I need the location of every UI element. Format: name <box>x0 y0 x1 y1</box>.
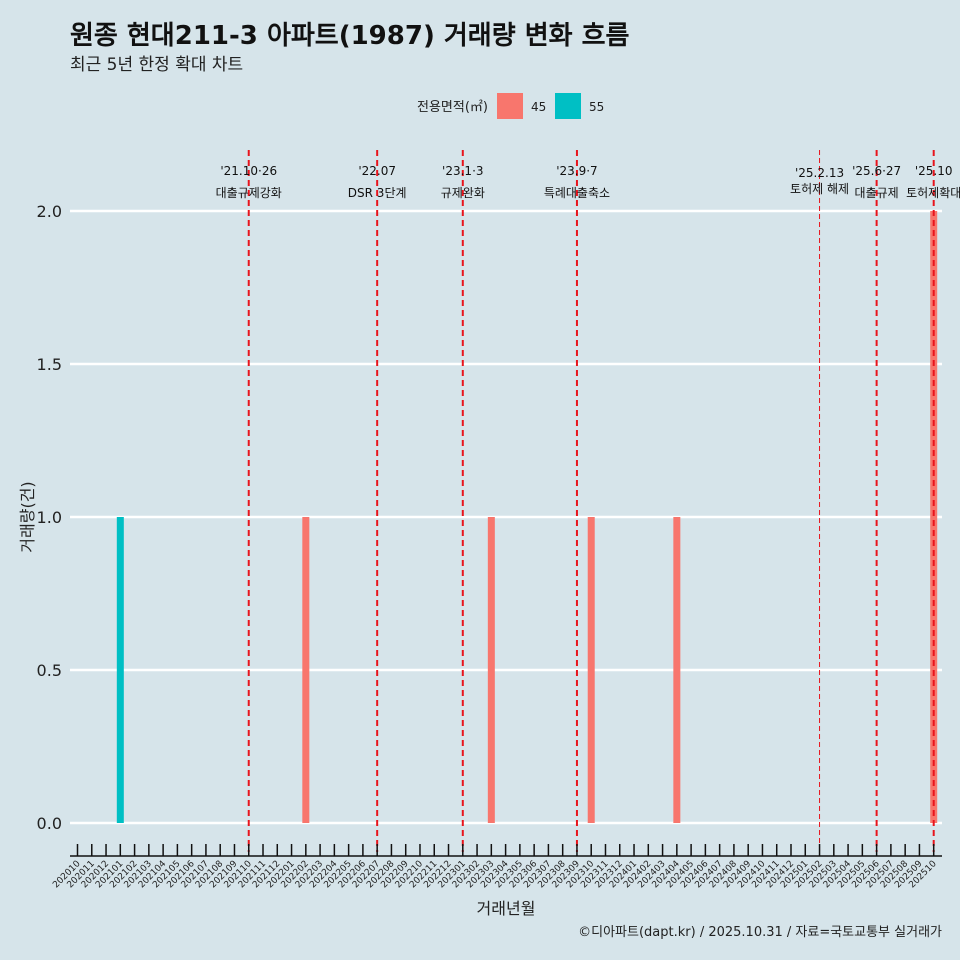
bar-45-202310 <box>587 517 595 823</box>
gridlines <box>70 209 942 825</box>
y-tick-label: 0.5 <box>37 661 62 680</box>
event-date-label: '23.9·7 <box>556 164 597 178</box>
legend-label-45: 45 <box>531 100 546 114</box>
y-tick-label: 2.0 <box>37 202 62 221</box>
event-date-label: '22.07 <box>358 164 396 178</box>
event-policy-label: 규제완화 <box>441 186 485 200</box>
event-policy-label: DSR 3단계 <box>348 186 407 200</box>
x-axis: 2020102020112020122021012021022021032021… <box>51 844 942 890</box>
bar-45-202202 <box>302 517 310 823</box>
chart-subtitle: 최근 5년 한정 확대 차트 <box>70 55 243 75</box>
event-date-label: '23.1·3 <box>442 164 483 178</box>
event-markers: '21.10·26 대출규제강화 '22.07 DSR 3단계 '23.1·3 규제완화 '… <box>216 150 960 852</box>
legend-swatch-45 <box>497 93 523 119</box>
event-policy-label: 토허제확대 <box>906 186 960 200</box>
y-axis: 0.0 0.5 1.0 1.5 2.0 <box>37 202 62 833</box>
legend-swatch-55 <box>555 93 581 119</box>
event-date-label: '25.10 <box>915 164 953 178</box>
event-policy-label: 대출규제 <box>855 186 899 200</box>
bar-45-202303 <box>487 517 495 823</box>
event-policy-label: 특례대출축소 <box>544 186 610 200</box>
bars <box>116 211 938 823</box>
y-tick-label: 1.5 <box>37 355 62 374</box>
bar-45-202404 <box>673 517 681 823</box>
bar-55-202101 <box>116 517 124 823</box>
legend-title: 전용면적(㎡) <box>417 100 488 115</box>
legend-label-55: 55 <box>589 100 604 114</box>
y-tick-label: 1.0 <box>37 508 62 527</box>
caption: ©디아파트(dapt.kr) / 2025.10.31 / 자료=국토교통부 실… <box>578 925 942 940</box>
event-date-label: '25.2.13 <box>795 166 844 180</box>
y-tick-label: 0.0 <box>37 814 62 833</box>
chart-title: 원종 현대211-3 아파트(1987) 거래량 변화 흐름 <box>70 21 630 51</box>
event-date-label: '21.10·26 <box>220 164 277 178</box>
event-policy-label: 대출규제강화 <box>216 186 282 200</box>
legend: 전용면적(㎡) 45 55 <box>417 93 604 119</box>
y-axis-title: 거래량(건) <box>18 481 37 552</box>
bar-45-202510 <box>930 211 938 823</box>
x-axis-title: 거래년월 <box>477 899 536 918</box>
event-policy-label: 토허제 해제 <box>790 182 849 196</box>
event-date-label: '25.6·27 <box>852 164 901 178</box>
